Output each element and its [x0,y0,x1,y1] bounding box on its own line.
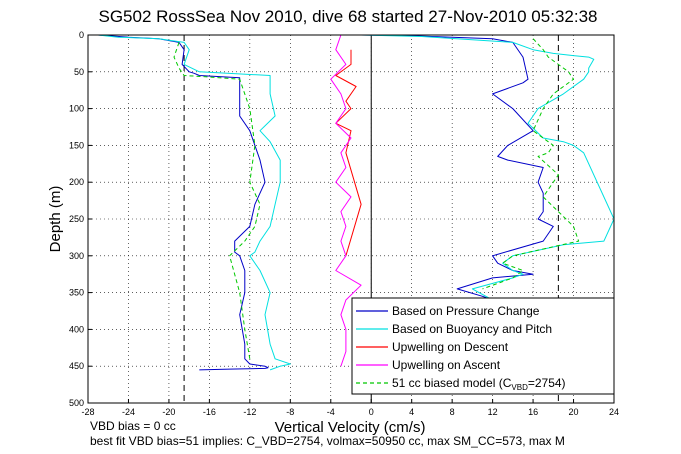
series-4 [173,38,580,359]
legend-label: Upwelling on Ascent [392,358,501,372]
x-tick-label: 0 [369,407,374,417]
legend-label: Upwelling on Descent [392,340,509,354]
x-tick-label: 16 [528,407,538,417]
x-tick-label: 4 [409,407,414,417]
plot-frame [87,34,615,404]
y-tick-label: 300 [69,251,84,261]
series-line [361,34,615,301]
y-tick-label: 450 [69,361,84,371]
x-tick-label: -12 [243,407,256,417]
x-tick-label: 12 [488,407,498,417]
y-tick-label: 500 [69,398,84,408]
y-tick-label: 150 [69,140,84,150]
series-line [98,34,269,371]
y-tick-label: 200 [69,177,84,187]
x-tick-label: -20 [162,407,175,417]
best-fit-note: best fit VBD bias=51 implies: C_VBD=2754… [90,434,565,448]
series-line [330,34,362,367]
x-tick-label: -28 [81,407,94,417]
series-line [335,49,362,256]
x-tick-labels: -28 -24 -20 -16 -12 -8 -4 0 4 8 12 16 20 24 [81,407,619,417]
legend-label: 51 cc biased model (CVBD=2754) [392,376,566,392]
series-1 [98,34,615,371]
y-tick-label: 400 [69,324,84,334]
y-tick-labels: 0 50 100 150 200 250 300 350 400 450 500 [69,30,84,408]
y-tick-label: 350 [69,288,84,298]
x-tick-label: 20 [569,407,579,417]
x-tick-label: 24 [609,407,619,417]
x-tick-label: -24 [122,407,135,417]
x-tick-label: -16 [203,407,216,417]
series-line [173,42,261,359]
series-line [98,34,291,371]
series-line [482,38,580,290]
y-tick-label: 0 [79,30,84,40]
series-0 [98,34,554,371]
y-tick-label: 50 [74,67,84,77]
legend-label: Based on Buoyancy and Pitch [392,322,552,336]
legend-label: Based on Pressure Change [392,304,540,318]
y-tick-label: 100 [69,104,84,114]
x-axis-label: Vertical Velocity (cm/s) [275,419,426,436]
chart-title: SG502 RossSea Nov 2010, dive 68 started … [99,7,598,26]
series-line [361,34,554,301]
series-3 [330,34,362,367]
series-2 [335,49,362,256]
x-tick-label: -8 [286,407,294,417]
y-axis-label: Depth (m) [47,186,64,253]
vbd-bias-note: VBD bias = 0 cc [90,419,176,433]
series-lines [98,34,615,371]
y-tick-label: 250 [69,214,84,224]
x-tick-label: -4 [327,407,335,417]
legend: Based on Pressure Change Based on Buoyanc… [351,297,615,395]
x-tick-label: 8 [450,407,455,417]
legend-box [351,297,615,395]
